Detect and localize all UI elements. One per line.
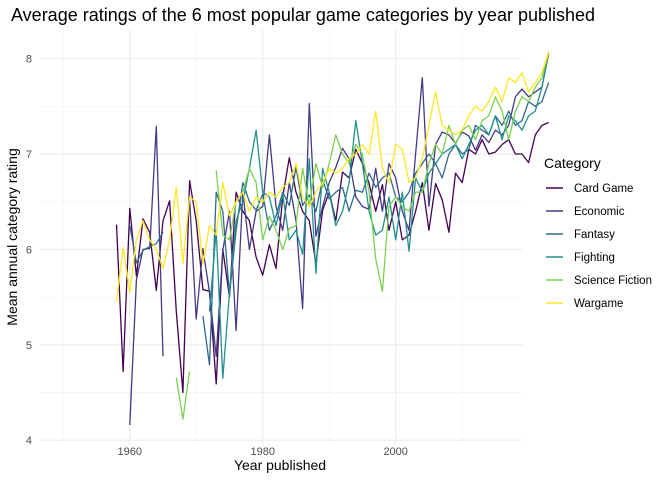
series-line-card-game bbox=[115, 121, 549, 394]
legend-label-fighting: Fighting bbox=[574, 252, 615, 264]
y-tick-label: 5 bbox=[26, 340, 32, 352]
series-line-fantasy bbox=[129, 82, 550, 366]
series-line-fighting bbox=[208, 51, 550, 379]
legend-label-fantasy: Fantasy bbox=[574, 229, 615, 241]
x-tick-label: 2000 bbox=[383, 446, 407, 458]
y-tick-label: 7 bbox=[26, 149, 32, 161]
series-layer bbox=[115, 51, 550, 426]
y-tick-label: 4 bbox=[26, 435, 32, 447]
series-line-wargame bbox=[115, 51, 550, 302]
x-axis-ticks: 1960 1980 2000 bbox=[118, 446, 408, 458]
legend-items: Card Game Economic Fantasy Fighting Science … bbox=[546, 183, 652, 310]
legend-label-science-fiction: Science Fiction bbox=[574, 275, 652, 287]
chart-title: Average ratings of the 6 most popular ga… bbox=[11, 5, 595, 25]
series-line-economic bbox=[129, 53, 550, 426]
grid bbox=[40, 30, 522, 445]
legend-label-economic: Economic bbox=[574, 206, 625, 218]
y-tick-label: 6 bbox=[26, 244, 32, 256]
legend-label-wargame: Wargame bbox=[574, 298, 623, 310]
y-axis-title: Mean annual category rating bbox=[4, 148, 20, 325]
legend: Category Card Game Economic Fantasy Fightin… bbox=[544, 155, 652, 310]
x-axis-title: Year published bbox=[234, 457, 326, 473]
series-line-science-fiction bbox=[175, 52, 550, 420]
legend-label-card-game: Card Game bbox=[574, 183, 633, 195]
x-tick-label: 1960 bbox=[118, 446, 142, 458]
y-tick-label: 8 bbox=[26, 54, 32, 66]
x-tick-label: 1980 bbox=[250, 446, 274, 458]
legend-title: Category bbox=[544, 155, 601, 171]
y-axis-ticks: 4 5 6 7 8 bbox=[26, 54, 32, 448]
